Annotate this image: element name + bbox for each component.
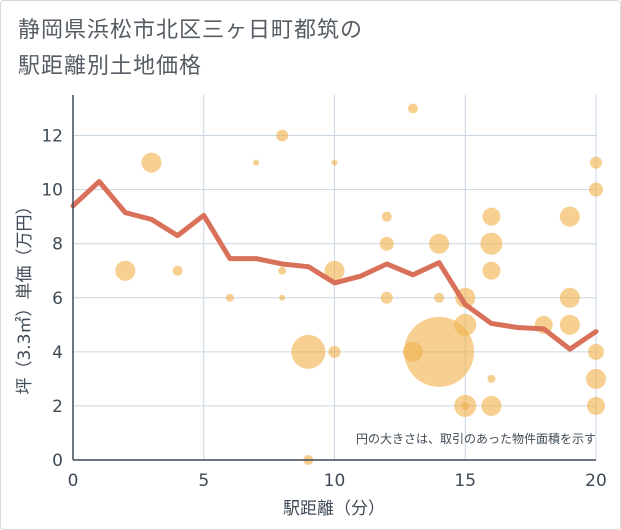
bubble-point	[487, 374, 496, 383]
bubble-point	[482, 261, 501, 280]
bubble-point	[328, 345, 341, 358]
bubble-point	[481, 395, 502, 416]
bubble-point	[115, 260, 136, 281]
y-tick-label: 8	[52, 235, 63, 255]
bubble-point	[381, 211, 392, 222]
tick-labels: 0 5 10 15 20 0 2 4 6 8 10 12	[41, 127, 606, 491]
bubble-point	[407, 103, 418, 114]
bubble-point	[379, 236, 394, 251]
bubble-point	[141, 152, 162, 173]
x-axis-title: 駅距離（分）	[283, 499, 385, 519]
y-tick-label: 6	[52, 289, 63, 309]
bubble-point	[480, 232, 503, 255]
bubble-point	[225, 293, 234, 302]
bubble-point	[587, 396, 605, 415]
bubble-point	[276, 129, 289, 142]
y-tick-label: 2	[52, 397, 63, 417]
chart-title-line-2: 駅距離別土地価格	[18, 54, 203, 79]
bubble-point	[559, 287, 580, 308]
bubble-point	[482, 207, 501, 226]
bubble-point	[461, 401, 470, 410]
y-axis-title: 坪（3.3㎡）単価（万円）	[15, 197, 35, 394]
bubble-point	[172, 265, 183, 276]
x-tick-label: 20	[585, 471, 607, 491]
bubble-point	[380, 291, 393, 304]
bubble-point	[278, 266, 287, 275]
bubble-layer	[115, 103, 606, 465]
bubble-point	[588, 343, 604, 360]
y-tick-label: 4	[52, 343, 63, 363]
bubble-point	[279, 294, 286, 301]
axes	[72, 95, 596, 461]
bubble-point	[324, 260, 345, 281]
bubble-point	[590, 156, 602, 169]
y-tick-label: 12	[41, 127, 63, 147]
x-tick-label: 5	[198, 471, 209, 491]
bubble-point	[434, 292, 445, 303]
bubble-point	[559, 314, 580, 335]
bubble-point	[589, 182, 603, 197]
chart-title: 静岡県浜松市北区三ヶ日町都筑の 駅距離別土地価格	[18, 13, 363, 85]
bubble-point	[404, 316, 475, 387]
bubble-size-note: 円の大きさは、取引のあった物件面積を示す	[356, 431, 596, 446]
x-tick-label: 15	[454, 471, 476, 491]
y-tick-label: 0	[52, 451, 63, 471]
bubble-point	[429, 233, 450, 254]
chart-title-line-1: 静岡県浜松市北区三ヶ日町都筑の	[18, 18, 364, 43]
x-tick-label: 0	[68, 471, 79, 491]
average-line-layer	[70, 179, 599, 352]
bubble-point	[331, 159, 338, 166]
average-price-line	[70, 179, 599, 352]
x-tick-label: 10	[324, 471, 346, 491]
bubble-point	[559, 206, 580, 227]
bubble-point	[253, 159, 260, 166]
bubble-point	[454, 313, 477, 336]
bubble-point	[291, 334, 326, 369]
bubble-point	[586, 368, 606, 389]
y-tick-label: 10	[41, 181, 63, 201]
